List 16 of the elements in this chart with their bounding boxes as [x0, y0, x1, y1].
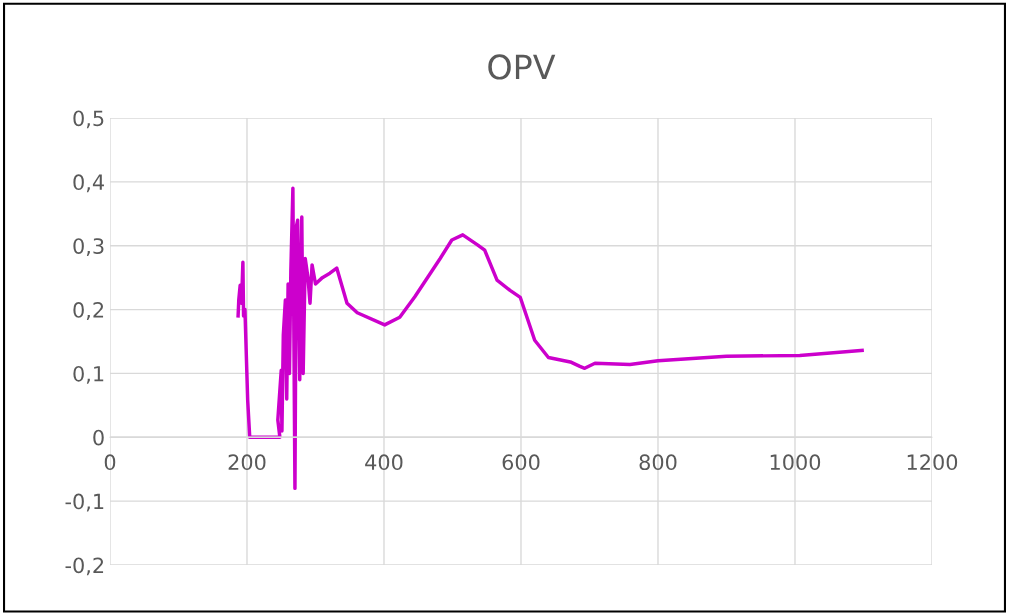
chart-title: OPV — [488, 54, 556, 80]
x-tick-label: 400 — [365, 454, 403, 471]
y-tick-label: 0,5 — [73, 110, 104, 129]
y-tick-label: 0,2 — [73, 302, 104, 320]
x-tick-label: 1000 — [770, 454, 821, 471]
y-tick-label: 0,1 — [73, 365, 104, 384]
y-tick-label: 0,4 — [73, 174, 104, 193]
x-tick-label: 800 — [639, 454, 677, 471]
y-tick-label: -0,2 — [65, 557, 104, 576]
y-tick-label: -0,1 — [65, 493, 104, 512]
y-tick-label: 0 — [93, 429, 104, 446]
x-tick-label: 200 — [228, 454, 266, 471]
x-tick-label: 600 — [502, 454, 540, 471]
x-tick-label: 1200 — [907, 454, 958, 471]
y-tick-label: 0,3 — [73, 238, 104, 257]
x-tick-label: 0 — [104, 454, 116, 471]
